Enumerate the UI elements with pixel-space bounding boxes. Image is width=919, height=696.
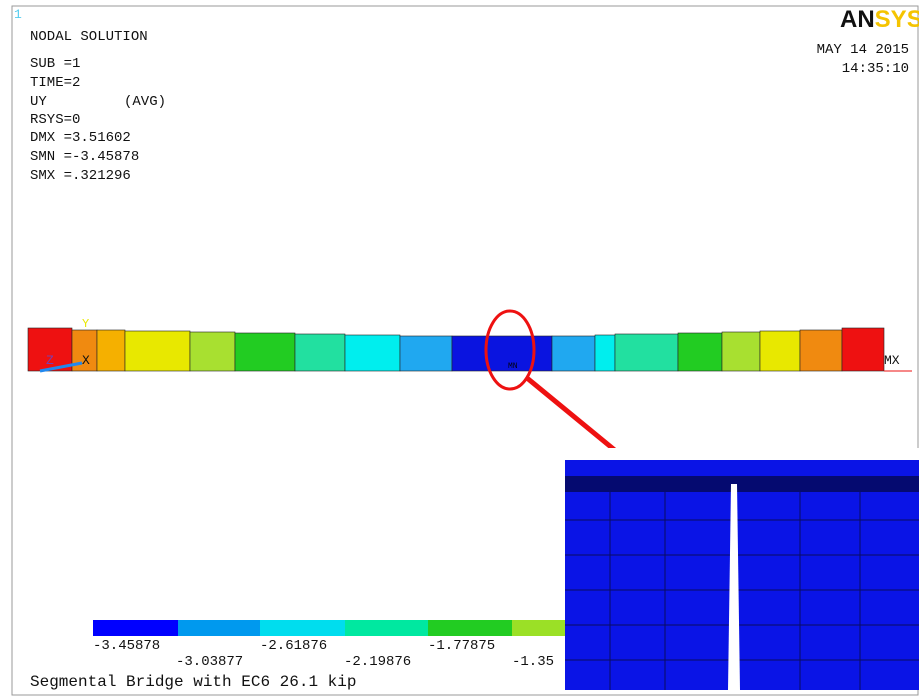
- legend-label: -2.19876: [344, 654, 411, 670]
- legend-label: -1.35: [512, 654, 554, 670]
- info-line: UY: [30, 94, 47, 110]
- min-marker: MN: [508, 362, 518, 371]
- clock: 14:35:10: [842, 61, 909, 77]
- logo: ANSYS: [840, 6, 919, 33]
- legend-label: -2.61876: [260, 638, 327, 654]
- info-line: TIME=2: [30, 75, 80, 91]
- info-line: SMX =.321296: [30, 168, 131, 184]
- info-line: (AVG): [124, 94, 166, 110]
- legend-label: -3.45878: [93, 638, 160, 654]
- date: MAY 14 2015: [817, 42, 909, 58]
- triad-z: Z: [46, 353, 54, 368]
- window-number: 1: [14, 7, 22, 22]
- info-line: DMX =3.51602: [30, 130, 131, 146]
- legend-label: -1.77875: [428, 638, 495, 654]
- legend-label: -3.03877: [176, 654, 243, 670]
- info-line: RSYS=0: [30, 112, 80, 128]
- info-title: NODAL SOLUTION: [30, 29, 148, 45]
- triad-x: X: [82, 353, 90, 368]
- caption: Segmental Bridge with EC6 26.1 kip: [30, 673, 356, 691]
- ansys-window: 1 ANSYS NODAL SOLUTION SUB =1 TIME=2 UY …: [0, 0, 919, 696]
- info-line: SMN =-3.45878: [30, 149, 139, 165]
- logo-sys: SYS: [875, 6, 919, 33]
- logo-an: AN: [840, 6, 875, 33]
- zoom-inset: [565, 448, 919, 690]
- triad-y: Y: [82, 317, 89, 331]
- max-marker: MX: [884, 353, 900, 368]
- info-line: SUB =1: [30, 56, 80, 72]
